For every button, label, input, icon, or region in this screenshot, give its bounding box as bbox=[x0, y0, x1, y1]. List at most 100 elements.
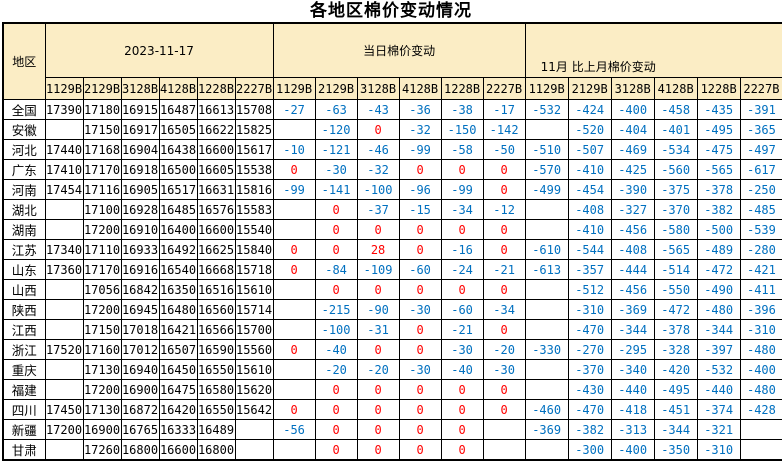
monthly-change-cell: -365 bbox=[739, 119, 782, 140]
grade-column-header-2129b-g2: 2129B bbox=[567, 77, 612, 100]
monthly-change-cell: -411 bbox=[739, 279, 782, 300]
daily-change-cell: 0 bbox=[272, 259, 316, 280]
daily-change-cell: -36 bbox=[398, 99, 442, 120]
price-cell: 16625 bbox=[196, 239, 236, 260]
region-cell: 湖北 bbox=[2, 199, 46, 220]
daily-change-cell: 0 bbox=[272, 339, 316, 360]
price-cell: 16905 bbox=[120, 179, 160, 200]
daily-change-cell: -58 bbox=[440, 139, 484, 160]
daily-change-cell: 0 bbox=[440, 159, 484, 180]
table-row: 江苏 17340 17110 16933 16492 16625 15840 0 0 28 0 -16… bbox=[2, 239, 782, 260]
price-cell: 16500 bbox=[158, 159, 198, 180]
price-cell: 16600 bbox=[196, 139, 236, 160]
region-cell: 新疆 bbox=[2, 419, 46, 440]
price-cell: 15718 bbox=[234, 259, 274, 280]
daily-change-cell: 0 bbox=[440, 399, 484, 420]
daily-change-cell: -142 bbox=[482, 119, 526, 140]
region-cell: 甘肃 bbox=[2, 439, 46, 461]
table-row: 重庆 17130 16940 16450 16550 15610 -20 -20 -30 -40-… bbox=[2, 359, 782, 380]
price-cell: 15538 bbox=[234, 159, 274, 180]
daily-change-cell: -17 bbox=[482, 99, 526, 120]
monthly-change-cell bbox=[739, 439, 782, 461]
price-cell: 17340 bbox=[44, 239, 84, 260]
daily-change-cell: 0 bbox=[440, 419, 484, 440]
table-row: 河南 17454 17116 16905 16517 16631 15816 -99 -141-… bbox=[2, 179, 782, 200]
monthly-change-cell: -456 bbox=[610, 219, 655, 240]
daily-change-cell: -12 bbox=[482, 199, 526, 220]
grade-column-header-1129b-g2: 1129B bbox=[524, 77, 569, 100]
daily-change-cell: -141 bbox=[314, 179, 358, 200]
daily-change-cell: -30 bbox=[440, 339, 484, 360]
price-cell: 16517 bbox=[158, 179, 198, 200]
daily-change-cell: 0 bbox=[398, 279, 442, 300]
group-header-row: 地区 2023-11-17 当日棉价变动 11月 比上月棉价变动 bbox=[2, 22, 782, 100]
monthly-change-cell bbox=[524, 379, 569, 400]
monthly-change-cell: -421 bbox=[739, 259, 782, 280]
monthly-change-cell: -454 bbox=[567, 179, 612, 200]
daily-change-cell: 0 bbox=[398, 419, 442, 440]
daily-change-cell: -99 bbox=[440, 179, 484, 200]
daily-change-cell: -30 bbox=[398, 359, 442, 380]
daily-change-cell: -63 bbox=[314, 99, 358, 120]
price-cell: 16540 bbox=[158, 259, 198, 280]
daily-change-cell: 0 bbox=[398, 339, 442, 360]
price-cell: 16917 bbox=[120, 119, 160, 140]
daily-change-cell: -50 bbox=[482, 139, 526, 160]
region-cell: 重庆 bbox=[2, 359, 46, 380]
daily-change-cell: 0 bbox=[398, 439, 442, 461]
price-cell: 15700 bbox=[234, 319, 274, 340]
region-cell: 安徽 bbox=[2, 119, 46, 140]
daily-change-cell: 0 bbox=[398, 239, 442, 260]
table-row: 陕西 17200 16945 16480 16560 15714 -215 -90 -30 -60… bbox=[2, 299, 782, 320]
daily-change-cell: 0 bbox=[314, 199, 358, 220]
price-cell: 15617 bbox=[234, 139, 274, 160]
monthly-change-cell: -580 bbox=[653, 219, 698, 240]
page-title: 各地区棉价变动情况 bbox=[310, 1, 472, 21]
price-cell: 17056 bbox=[82, 279, 122, 300]
price-cell bbox=[44, 119, 84, 140]
price-cell: 16915 bbox=[120, 99, 160, 120]
monthly-change-cell: -397 bbox=[696, 339, 741, 360]
monthly-change-cell: -408 bbox=[567, 199, 612, 220]
daily-change-cell bbox=[272, 359, 316, 380]
price-cell: 17200 bbox=[44, 419, 84, 440]
price-cell: 15840 bbox=[234, 239, 274, 260]
daily-change-cell: -21 bbox=[482, 259, 526, 280]
price-cell: 17440 bbox=[44, 139, 84, 160]
daily-change-cell: 0 bbox=[314, 399, 358, 420]
grade-column-header-4128b-g0: 4128B bbox=[158, 77, 198, 100]
monthly-change-cell: -532 bbox=[696, 359, 741, 380]
table-row: 河北 17440 17168 16904 16438 16600 15617 -10 -121-… bbox=[2, 139, 782, 160]
grade-column-header-2129b-g0: 2129B bbox=[82, 77, 122, 100]
daily-change-cell: 0 bbox=[356, 279, 400, 300]
monthly-change-cell: -396 bbox=[739, 299, 782, 320]
monthly-change-cell: -250 bbox=[739, 179, 782, 200]
monthly-change-cell: -340 bbox=[610, 359, 655, 380]
region-cell: 福建 bbox=[2, 379, 46, 400]
price-cell: 16900 bbox=[120, 379, 160, 400]
grade-column-header-3128b-g0: 3128B bbox=[120, 77, 160, 100]
price-cell bbox=[44, 359, 84, 380]
cotton-price-table: 地区 2023-11-17 当日棉价变动 11月 比上月棉价变动 1129B 21… bbox=[2, 22, 782, 461]
daily-change-cell: 0 bbox=[482, 399, 526, 420]
monthly-change-cell: -374 bbox=[696, 399, 741, 420]
daily-change-cell: -215 bbox=[314, 299, 358, 320]
monthly-change-cell: -400 bbox=[610, 439, 655, 461]
table-row: 广东 17410 17170 16918 16500 16605 15538 0 -30 -32 0… bbox=[2, 159, 782, 180]
price-cell: 15540 bbox=[234, 219, 274, 240]
monthly-change-cell: -512 bbox=[567, 279, 612, 300]
monthly-change-cell: -369 bbox=[610, 299, 655, 320]
daily-change-cell: -27 bbox=[272, 99, 316, 120]
monthly-change-cell: -613 bbox=[524, 259, 569, 280]
grade-column-header-1129b-g0: 1129B bbox=[44, 77, 84, 100]
daily-change-cell: 0 bbox=[482, 179, 526, 200]
monthly-change-cell: -313 bbox=[610, 419, 655, 440]
price-cell: 15816 bbox=[234, 179, 274, 200]
daily-change-cell: -46 bbox=[356, 139, 400, 160]
monthly-change-cell: -534 bbox=[653, 139, 698, 160]
monthly-change-cell: -410 bbox=[567, 159, 612, 180]
monthly-change-cell: -400 bbox=[739, 359, 782, 380]
price-cell: 15610 bbox=[234, 279, 274, 300]
price-cell: 16400 bbox=[158, 219, 198, 240]
monthly-change-cell: -295 bbox=[610, 339, 655, 360]
